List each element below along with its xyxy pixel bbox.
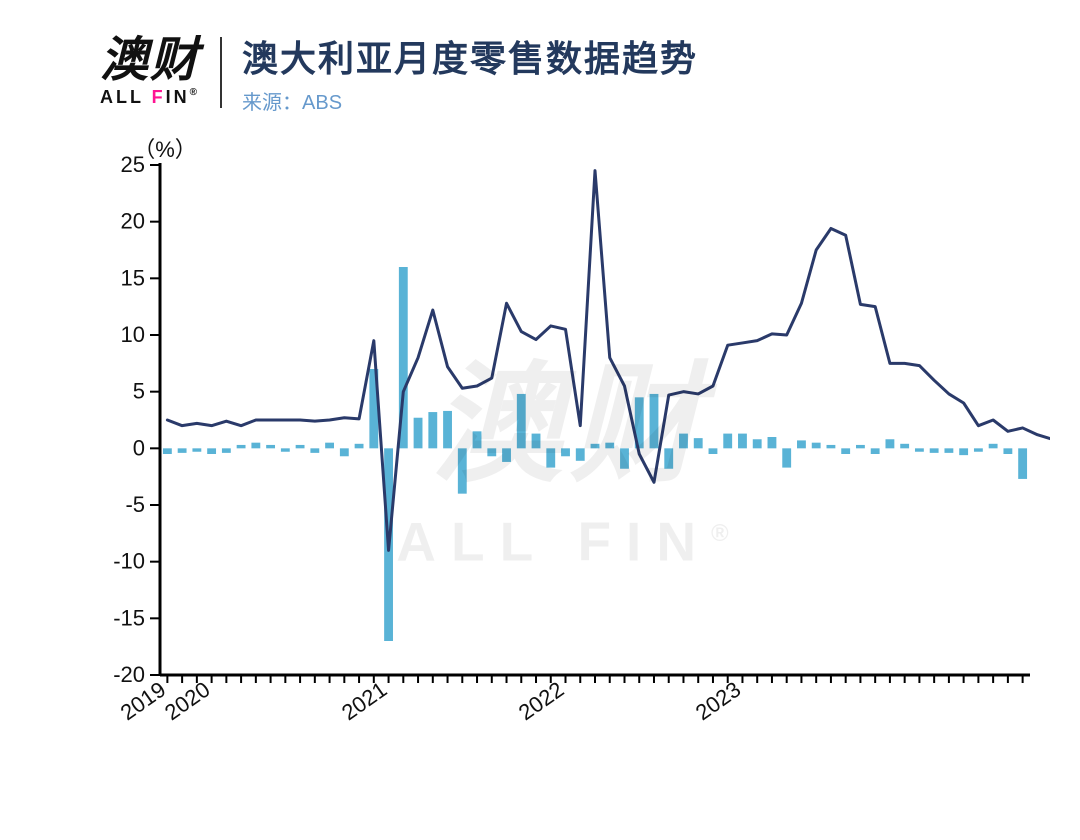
- svg-text:-10: -10: [113, 549, 145, 574]
- chart-area: 澳财 ALL FIN® （%）-20-15-10-505101520252019…: [90, 135, 1050, 755]
- svg-text:0: 0: [133, 435, 145, 460]
- svg-text:2022: 2022: [514, 677, 568, 726]
- svg-text:-20: -20: [113, 662, 145, 687]
- chart-header: 澳财 ALL FIN® 澳大利亚月度零售数据趋势 来源：ABS: [100, 30, 1040, 115]
- svg-text:-15: -15: [113, 605, 145, 630]
- svg-text:25: 25: [121, 152, 145, 177]
- svg-text:2023: 2023: [691, 677, 745, 726]
- svg-text:5: 5: [133, 379, 145, 404]
- svg-text:15: 15: [121, 265, 145, 290]
- logo: 澳财 ALL FIN®: [100, 37, 222, 108]
- logo-cn-text: 澳财: [100, 37, 200, 85]
- svg-text:-5: -5: [125, 492, 145, 517]
- chart-title: 澳大利亚月度零售数据趋势: [242, 30, 698, 82]
- svg-text:2020: 2020: [160, 677, 214, 726]
- svg-text:2021: 2021: [337, 677, 391, 726]
- logo-reg-mark: ®: [190, 87, 200, 98]
- svg-text:20: 20: [121, 209, 145, 234]
- logo-en-text: ALL FIN®: [100, 87, 200, 108]
- svg-text:10: 10: [121, 322, 145, 347]
- title-block: 澳大利亚月度零售数据趋势 来源：ABS: [222, 30, 698, 115]
- logo-en-suffix: IN: [166, 87, 190, 107]
- logo-en-prefix: ALL: [100, 87, 144, 107]
- logo-en-pink: F: [144, 87, 166, 107]
- chart-source: 来源：ABS: [242, 86, 698, 115]
- chart-svg: （%）-20-15-10-505101520252019202020212022…: [90, 135, 1050, 755]
